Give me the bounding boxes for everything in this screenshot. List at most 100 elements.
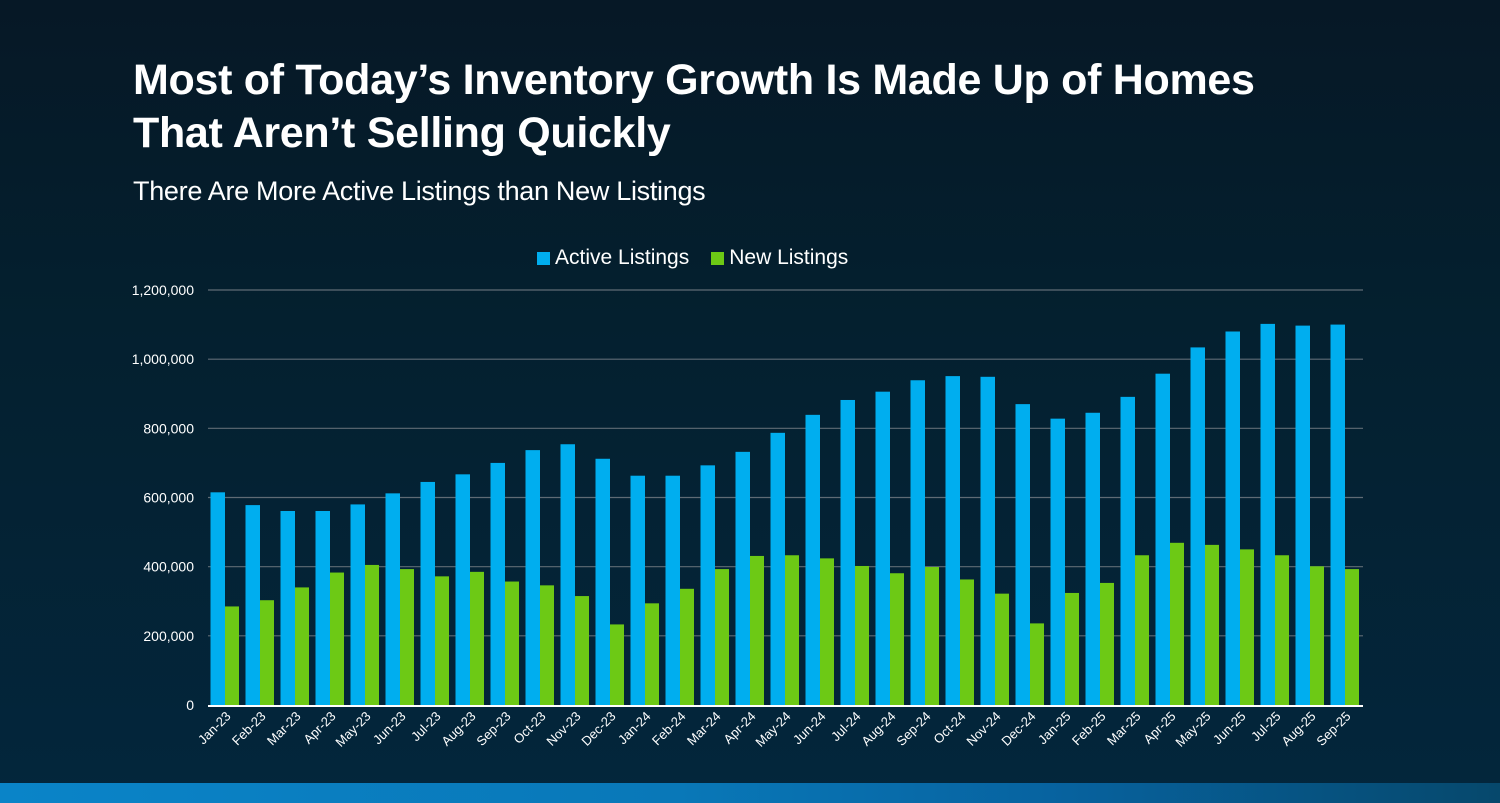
legend-item-new-listings: New Listings <box>711 245 848 271</box>
bar-active-listings <box>770 432 785 705</box>
bar-active-listings <box>1260 323 1275 705</box>
bar-new-listings <box>855 565 869 705</box>
x-tick-label: Jun-24 <box>790 709 829 748</box>
bar-new-listings <box>1310 566 1324 705</box>
bar-active-listings <box>280 510 295 705</box>
bar-active-listings <box>1050 418 1065 705</box>
bar-active-listings <box>560 444 575 705</box>
bar-new-listings <box>1135 555 1149 705</box>
x-tick-label: Nov-23 <box>543 709 583 749</box>
bar-new-listings <box>645 603 659 705</box>
y-tick-label: 200,000 <box>143 628 194 644</box>
bar-new-listings <box>715 569 729 705</box>
y-tick-label: 400,000 <box>143 559 194 575</box>
bar-new-listings <box>1170 542 1184 705</box>
bar-active-listings <box>1155 373 1170 705</box>
bar-new-listings <box>820 558 834 705</box>
x-tick-label: Dec-24 <box>998 709 1038 749</box>
bar-new-listings <box>260 600 274 705</box>
x-tick-label: Mar-24 <box>684 709 724 749</box>
bar-new-listings <box>1100 582 1114 705</box>
bar-chart: 0 200,000 400,000 600,000 800,000 1,000,000 1,… <box>132 282 1363 750</box>
chart-subtitle: There Are More Active Listings than New … <box>133 176 706 206</box>
bar-new-listings <box>505 581 519 705</box>
bar-new-listings <box>1240 549 1254 705</box>
chart-title: Most of Today’s Inventory Growth Is Made… <box>133 54 1383 160</box>
y-tick-label: 1,200,000 <box>132 282 194 298</box>
legend-item-active-listings: Active Listings <box>537 245 689 271</box>
bar-new-listings <box>1205 544 1219 705</box>
x-tick-label: Oct-24 <box>930 709 968 747</box>
x-tick-label: Jun-23 <box>370 709 409 748</box>
bar-active-listings <box>875 391 890 705</box>
bar-active-listings <box>1015 404 1030 705</box>
bar-active-listings <box>700 465 715 705</box>
bar-active-listings <box>455 474 470 705</box>
bar-active-listings <box>665 475 680 705</box>
x-tick-label: Feb-25 <box>1069 709 1109 749</box>
bar-active-listings <box>385 493 400 705</box>
legend-label-active-listings: Active Listings <box>555 246 690 269</box>
bar-new-listings <box>330 572 344 705</box>
bar-new-listings <box>400 569 414 705</box>
legend-swatch-active-listings <box>537 251 550 265</box>
x-tick-label: Jan-25 <box>1035 709 1074 748</box>
x-tick-label: Feb-24 <box>649 709 689 749</box>
chart-title-line-2: That Aren’t Selling Quickly <box>133 109 671 157</box>
x-tick-label: Jan-24 <box>615 709 654 748</box>
x-tick-label: Sep-23 <box>473 709 513 749</box>
bar-active-listings <box>1295 325 1310 705</box>
bar-new-listings <box>225 606 239 705</box>
bar-new-listings <box>785 555 799 705</box>
x-tick-label: May-24 <box>752 709 793 750</box>
bar-new-listings <box>925 567 939 705</box>
bar-active-listings <box>735 451 750 705</box>
bar-active-listings <box>210 492 225 705</box>
bar-active-listings <box>630 475 645 705</box>
x-tick-label: Dec-23 <box>578 709 618 749</box>
x-tick-label: Aug-25 <box>1278 709 1318 749</box>
y-tick-label: 600,000 <box>143 490 194 506</box>
bar-new-listings <box>1030 623 1044 705</box>
x-tick-label: Jun-25 <box>1210 709 1249 748</box>
bar-new-listings <box>750 555 764 705</box>
x-tick-label: Sep-25 <box>1313 709 1353 749</box>
bar-new-listings <box>890 573 904 705</box>
bar-new-listings <box>995 593 1009 705</box>
bar-new-listings <box>435 576 449 705</box>
y-tick-label: 800,000 <box>143 420 194 436</box>
y-tick-label: 1,000,000 <box>132 351 194 367</box>
x-tick-label: Nov-24 <box>963 709 1003 749</box>
x-tick-label: May-25 <box>1172 709 1213 750</box>
bar-active-listings <box>840 399 855 705</box>
bar-active-listings <box>1190 347 1205 705</box>
bar-active-listings <box>525 450 540 705</box>
x-tick-label: May-23 <box>332 709 373 750</box>
bar-new-listings <box>960 579 974 705</box>
bar-new-listings <box>470 571 484 705</box>
chart-title-line-1: Most of Today’s Inventory Growth Is Made… <box>133 56 1255 104</box>
x-tick-label: Aug-24 <box>858 709 898 749</box>
bar-new-listings <box>365 564 379 705</box>
bar-new-listings <box>1345 569 1359 705</box>
legend-label-new-listings: New Listings <box>729 246 849 269</box>
x-tick-label: Sep-24 <box>893 709 933 749</box>
legend-swatch-new-listings <box>711 251 725 265</box>
x-tick-label: Oct-23 <box>510 709 548 747</box>
chart-legend: Active Listings New Listings <box>537 245 870 271</box>
x-tick-label: Mar-23 <box>264 709 304 749</box>
bars <box>210 323 1359 705</box>
x-tick-label: Mar-25 <box>1104 709 1144 749</box>
bar-new-listings <box>295 587 309 705</box>
bar-active-listings <box>1225 331 1240 705</box>
bar-active-listings <box>1330 324 1345 705</box>
x-tick-label: Jan-23 <box>195 709 234 748</box>
bar-active-listings <box>420 481 435 705</box>
bar-active-listings <box>1120 396 1135 705</box>
bar-new-listings <box>575 596 589 705</box>
bar-active-listings <box>980 376 995 705</box>
bar-active-listings <box>945 376 960 705</box>
bar-new-listings <box>1065 592 1079 705</box>
bar-active-listings <box>245 505 260 705</box>
